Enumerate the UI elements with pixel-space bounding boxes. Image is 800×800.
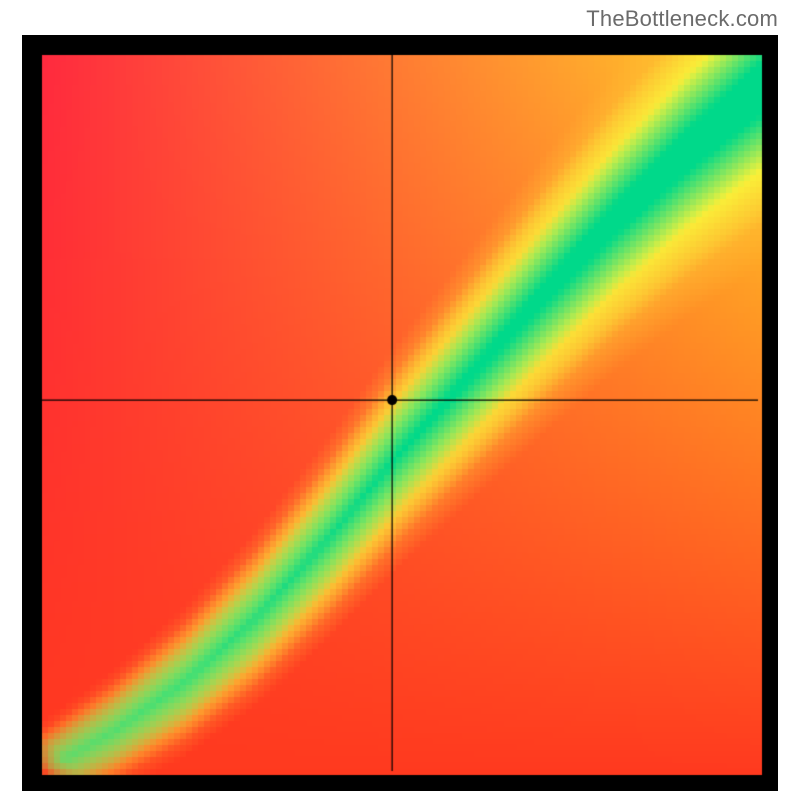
watermark-text: TheBottleneck.com: [586, 6, 778, 32]
bottleneck-heatmap: [22, 35, 778, 791]
chart-frame: [22, 35, 778, 791]
